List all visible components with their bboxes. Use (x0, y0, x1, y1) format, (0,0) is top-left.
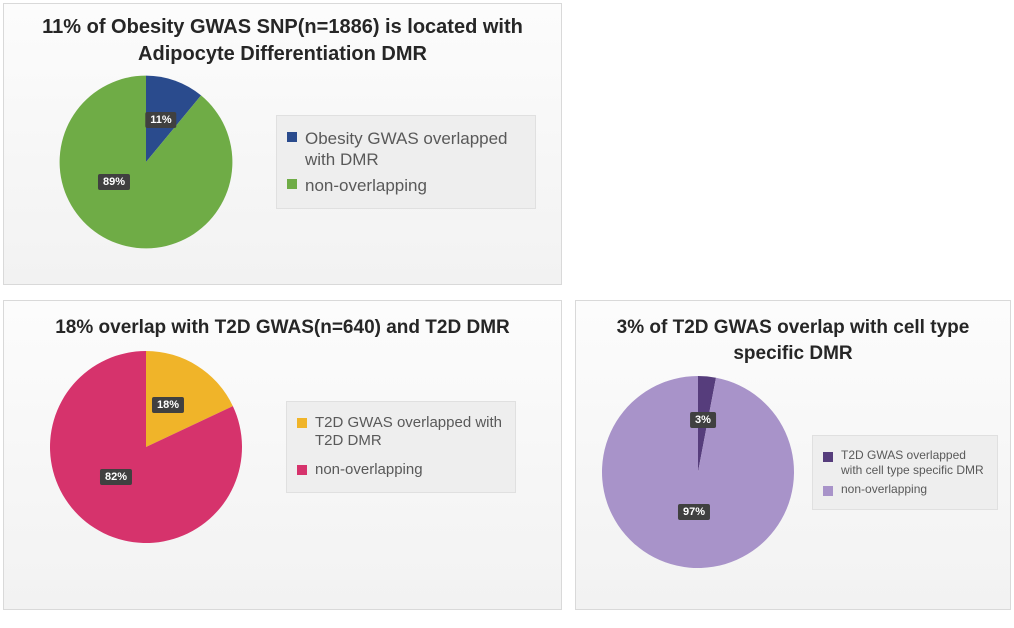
legend: T2D GWAS overlapped with cell type speci… (812, 435, 998, 510)
legend-item-overlap: Obesity GWAS overlapped with DMR (287, 128, 525, 171)
slice-label-nonoverlap: 97% (678, 504, 710, 520)
legend-label: Obesity GWAS overlapped with DMR (305, 128, 525, 171)
swatch-icon (287, 179, 297, 189)
legend: Obesity GWAS overlapped with DMR non-ove… (276, 115, 536, 209)
swatch-icon (297, 465, 307, 475)
panel-t2d: 18% overlap with T2D GWAS(n=640) and T2D… (3, 300, 562, 610)
legend-label: T2D GWAS overlapped with T2D DMR (315, 414, 505, 452)
legend: T2D GWAS overlapped with T2D DMR non-ove… (286, 401, 516, 493)
slice-label-overlap: 11% (145, 112, 176, 128)
legend-label: non-overlapping (305, 175, 427, 196)
legend-item-nonoverlap: non-overlapping (287, 175, 525, 196)
swatch-icon (297, 418, 307, 428)
slice-label-overlap: 18% (152, 397, 184, 413)
legend-item-overlap: T2D GWAS overlapped with T2D DMR (297, 414, 505, 452)
panel-obesity: 11% of Obesity GWAS SNP(n=1886) is locat… (3, 3, 562, 285)
chart-title: 3% of T2D GWAS overlap with cell type sp… (576, 301, 1010, 372)
swatch-icon (823, 452, 833, 462)
chart-area: 3% 97% T2D GWAS overlapped with cell typ… (576, 372, 1010, 582)
swatch-icon (287, 132, 297, 142)
pie-svg (46, 347, 246, 547)
legend-item-nonoverlap: non-overlapping (297, 461, 505, 480)
legend-label: non-overlapping (315, 461, 423, 480)
legend-item-nonoverlap: non-overlapping (823, 482, 987, 497)
slice-label-nonoverlap: 82% (100, 469, 132, 485)
chart-area: 11% 89% Obesity GWAS overlapped with DMR… (4, 72, 561, 262)
pie-chart: 11% 89% (56, 72, 256, 252)
legend-label: T2D GWAS overlapped with cell type speci… (841, 448, 987, 478)
chart-title: 11% of Obesity GWAS SNP(n=1886) is locat… (4, 4, 561, 72)
pie-chart: 18% 82% (46, 347, 266, 547)
chart-area: 18% 82% T2D GWAS overlapped with T2D DMR… (4, 347, 561, 557)
slice-label-overlap: 3% (690, 412, 716, 428)
panel-celltype: 3% of T2D GWAS overlap with cell type sp… (575, 300, 1011, 610)
legend-item-overlap: T2D GWAS overlapped with cell type speci… (823, 448, 987, 478)
legend-label: non-overlapping (841, 482, 927, 497)
pie-svg (598, 372, 798, 572)
slice-label-nonoverlap: 89% (98, 174, 130, 190)
pie-chart: 3% 97% (598, 372, 808, 572)
pie-svg (56, 72, 236, 252)
chart-title: 18% overlap with T2D GWAS(n=640) and T2D… (4, 301, 561, 347)
swatch-icon (823, 486, 833, 496)
